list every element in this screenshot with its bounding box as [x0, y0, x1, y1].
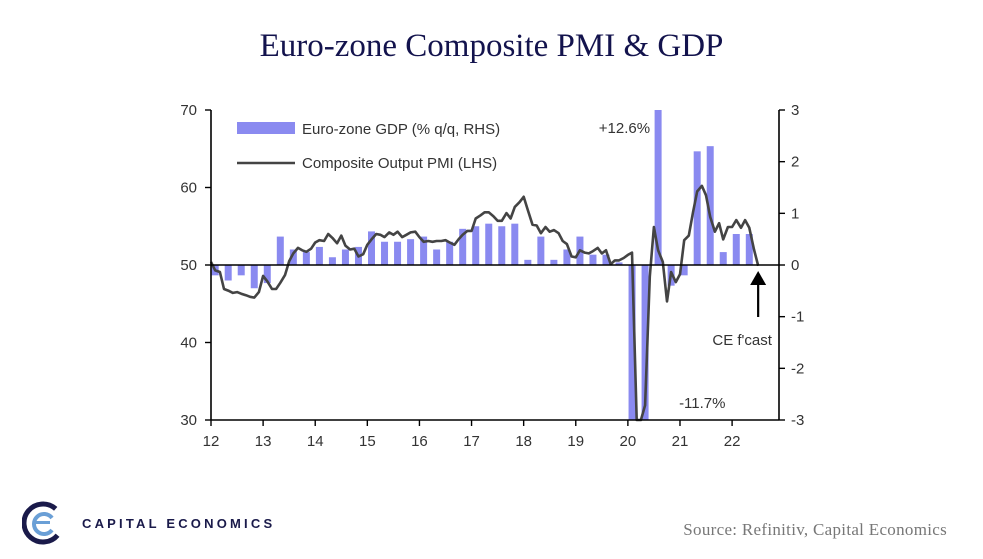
x-tick-label: 12	[203, 433, 220, 450]
gdp-bar	[524, 259, 532, 265]
gdp-bar	[485, 223, 493, 265]
gdp-bar	[511, 223, 519, 265]
legend-bar-swatch	[237, 122, 295, 134]
gdp-bar	[732, 234, 740, 265]
gdp-bar	[341, 249, 349, 265]
gdp-bar	[328, 257, 336, 265]
gdp-bar	[537, 236, 545, 265]
source-note: Source: Refinitiv, Capital Economics	[683, 520, 947, 539]
bar-value-label: -11.7%	[679, 395, 725, 412]
pmi-line	[209, 184, 760, 422]
gdp-bar	[745, 234, 753, 265]
pmi-line-group	[209, 184, 760, 422]
gdp-bar	[446, 241, 454, 265]
left-tick-label: 40	[180, 335, 197, 352]
x-tick-label: 17	[463, 433, 480, 450]
right-tick-label: -3	[791, 412, 804, 429]
legend-label-pmi: Composite Output PMI (LHS)	[302, 155, 497, 172]
left-tick-label: 60	[180, 180, 197, 197]
left-tick-label: 50	[180, 257, 197, 274]
gdp-bar	[472, 226, 480, 265]
gdp-bar	[641, 265, 649, 420]
bar-value-label: +12.6%	[599, 120, 650, 137]
x-tick-label: 13	[255, 433, 272, 450]
gdp-bar	[550, 259, 558, 265]
left-tick-label: 30	[180, 412, 197, 429]
forecast-label: CE f'cast	[712, 332, 772, 349]
gdp-bar	[276, 236, 284, 265]
gdp-bar	[719, 252, 727, 265]
gdp-bar	[498, 226, 506, 265]
gdp-bar	[563, 249, 571, 265]
legend: Euro-zone GDP (% q/q, RHS) Composite Outp…	[237, 121, 500, 172]
gdp-bar	[654, 110, 662, 265]
gdp-bar	[459, 228, 467, 265]
x-tick-label: 22	[724, 433, 741, 450]
chart-title: Euro-zone Composite PMI & GDP	[259, 28, 724, 64]
gdp-bar	[602, 254, 610, 265]
gdp-bar	[250, 265, 258, 289]
gdp-bar	[706, 146, 714, 265]
right-tick-label: 1	[791, 205, 799, 222]
x-tick-label: 14	[307, 433, 324, 450]
left-tick-label: 70	[180, 102, 197, 119]
logo-text: CAPITAL ECONOMICS	[82, 516, 276, 531]
gdp-bar	[615, 262, 623, 265]
annotations: -11.7% +12.6% CE f'cast	[599, 120, 773, 412]
x-tick-label: 19	[567, 433, 584, 450]
right-tick-label: -1	[791, 309, 804, 326]
gdp-bar	[407, 239, 415, 265]
gdp-bar	[263, 265, 271, 284]
x-tick-label: 15	[359, 433, 376, 450]
gdp-bar	[289, 249, 297, 265]
capital-economics-logo: CAPITAL ECONOMICS	[22, 500, 282, 546]
x-tick-label: 20	[620, 433, 637, 450]
logo-icon	[22, 501, 65, 545]
legend-label-gdp: Euro-zone GDP (% q/q, RHS)	[302, 121, 500, 138]
gdp-bar	[302, 252, 310, 265]
gdp-bar	[381, 241, 389, 265]
gdp-bar	[433, 249, 441, 265]
gdp-bar	[589, 254, 597, 265]
forecast-arrowhead	[750, 271, 767, 285]
gdp-bar	[680, 265, 688, 276]
gdp-bar	[224, 265, 232, 281]
gdp-bar	[693, 151, 701, 265]
gdp-bar	[315, 246, 323, 265]
gdp-bar	[420, 236, 428, 265]
x-tick-label: 18	[515, 433, 532, 450]
right-tick-label: 0	[791, 257, 799, 274]
right-tick-label: 3	[791, 102, 799, 119]
gdp-bar	[628, 265, 636, 420]
gdp-bar	[237, 265, 245, 276]
right-tick-label: 2	[791, 154, 799, 171]
x-tick-label: 21	[672, 433, 689, 450]
gdp-bar	[394, 241, 402, 265]
x-tick-label: 16	[411, 433, 428, 450]
right-tick-label: -2	[791, 360, 804, 377]
gdp-bar	[367, 231, 375, 265]
